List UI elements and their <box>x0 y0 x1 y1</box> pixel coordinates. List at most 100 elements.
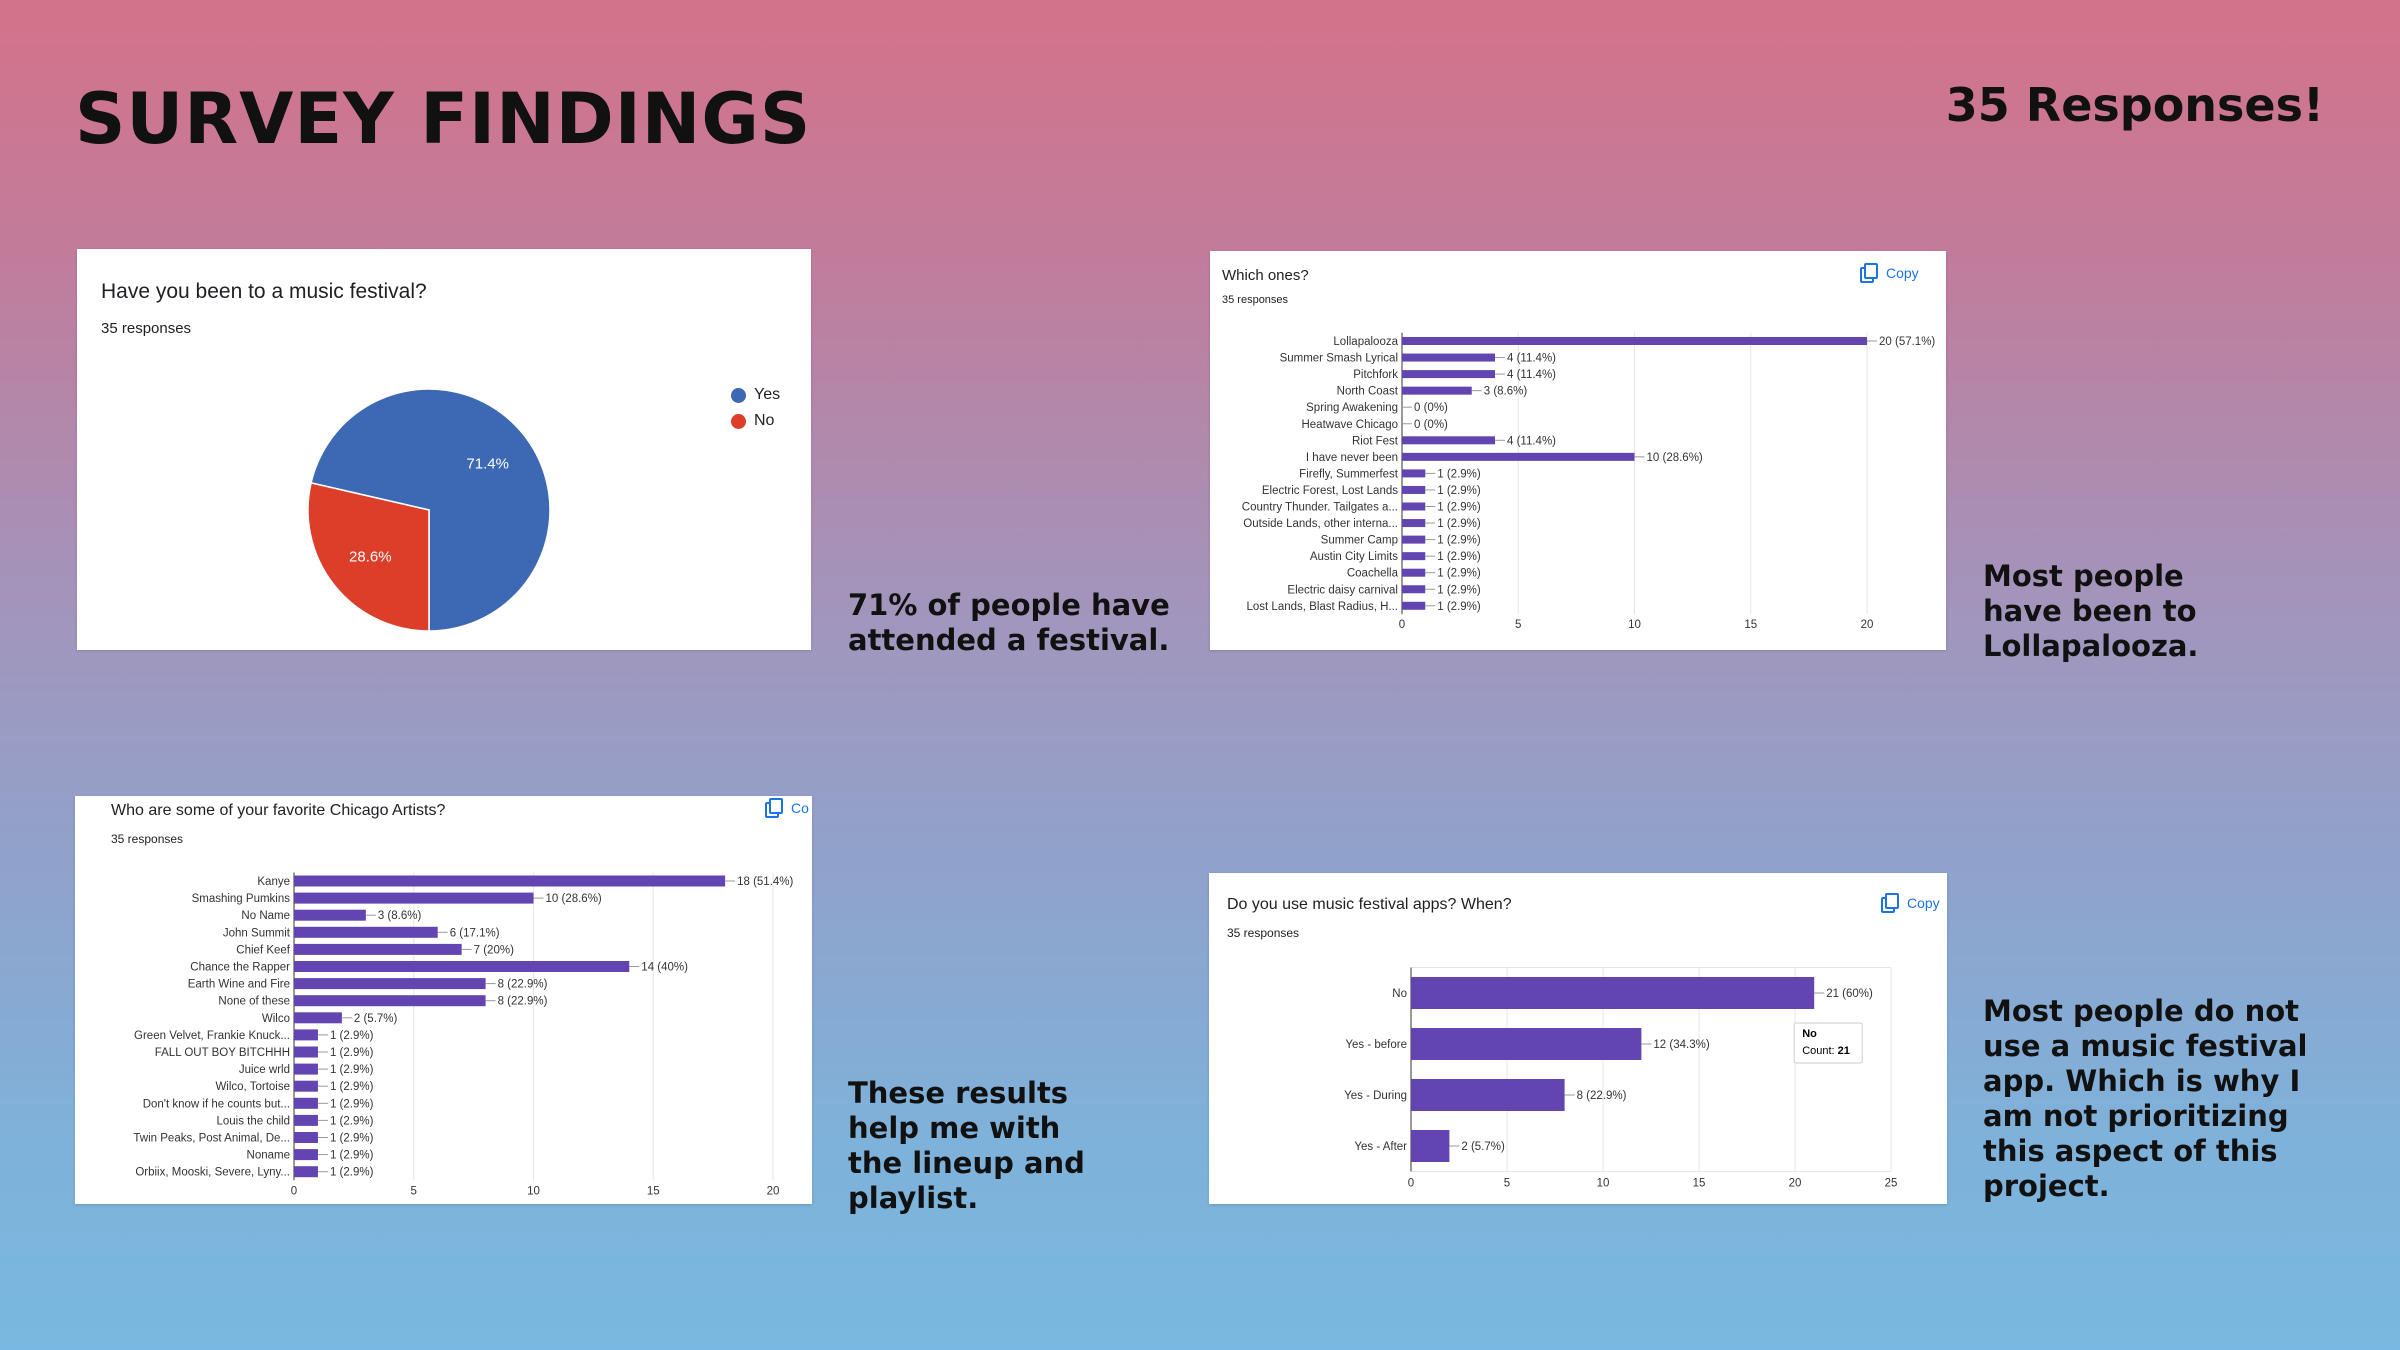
bar-smashing-pumkins <box>294 892 534 904</box>
chart-title: Do you use music festival apps? When? <box>1227 896 1512 913</box>
data-label-summer-smash-lyrical: 4 (11.4%) <box>1507 353 1556 365</box>
x-tick-label: 15 <box>647 1185 660 1197</box>
category-label-summer-camp: Summer Camp <box>1321 535 1398 547</box>
chicago-artists-card: Who are some of your favorite Chicago Ar… <box>75 796 812 1204</box>
bar-electric-forest-lost-lands <box>1402 485 1426 494</box>
data-label-austin-city-limits: 1 (2.9%) <box>1437 551 1481 563</box>
category-label-yes-after: Yes - After <box>1354 1141 1407 1153</box>
bar-austin-city-limits <box>1402 552 1426 561</box>
data-label-electric-daisy-carnival: 1 (2.9%) <box>1437 584 1481 596</box>
category-label-louis-the-child: Louis the child <box>216 1115 290 1127</box>
category-label-pitchfork: Pitchfork <box>1353 369 1398 381</box>
category-label-yes-during: Yes - During <box>1344 1090 1407 1102</box>
category-label-noname: Noname <box>247 1150 290 1162</box>
bar-outside-lands-other-interna <box>1402 519 1426 528</box>
category-label-electric-forest-lost-lands: Electric Forest, Lost Lands <box>1262 485 1398 497</box>
data-label-smashing-pumkins: 10 (28.6%) <box>546 893 602 905</box>
copy-label: Copy <box>1907 895 1940 911</box>
bar-chance-the-rapper <box>294 961 630 972</box>
x-tick-label: 20 <box>1861 619 1874 631</box>
data-label-chief-keef: 7 (20%) <box>474 944 514 956</box>
category-label-riot-fest: Riot Fest <box>1352 435 1399 447</box>
data-label-heatwave-chicago: 0 (0%) <box>1414 419 1448 431</box>
x-tick-label: 0 <box>291 1185 297 1197</box>
copy-button[interactable]: Co <box>765 798 809 818</box>
bar-lollapalooza <box>1402 337 1867 345</box>
data-label-no-name: 3 (8.6%) <box>378 910 422 922</box>
bar-firefly-summerfest <box>1402 469 1426 478</box>
bar-north-coast <box>1402 386 1472 395</box>
category-label-twin-peaks-post-animal-de: Twin Peaks, Post Animal, De... <box>133 1133 290 1145</box>
apps-note: Most people do not use a music festival … <box>1983 994 2308 1203</box>
data-label-yes-after: 2 (5.7%) <box>1461 1141 1505 1153</box>
legend-item-no: No <box>731 412 780 430</box>
category-label-country-thunder-tailgates-a: Country Thunder. Tailgates a... <box>1242 502 1398 514</box>
data-label-i-have-never-been: 10 (28.6%) <box>1647 452 1703 464</box>
data-label-orbiix-mooski-severe-lyny: 1 (2.9%) <box>330 1167 374 1179</box>
category-label-austin-city-limits: Austin City Limits <box>1310 551 1398 563</box>
chart-title: Which ones? <box>1222 267 1309 284</box>
data-label-firefly-summerfest: 1 (2.9%) <box>1437 468 1481 480</box>
bar-wilco-tortoise <box>294 1080 318 1092</box>
legend-swatch-yes <box>731 387 746 403</box>
bar-lost-lands-blast-radius-h <box>1402 601 1426 610</box>
pie-label-yes: 71.4% <box>466 455 509 472</box>
bar-summer-camp <box>1402 535 1426 544</box>
bar-juice-wrld <box>294 1063 318 1075</box>
data-label-noname: 1 (2.9%) <box>330 1150 374 1162</box>
bar-yes-before <box>1411 1028 1642 1060</box>
category-label-green-velvet-frankie-knuck: Green Velvet, Frankie Knuck... <box>134 1030 290 1042</box>
bar-electric-daisy-carnival <box>1402 585 1426 594</box>
bar-fall-out-boy-bitchhh <box>294 1046 318 1058</box>
bar-noname <box>294 1149 318 1161</box>
category-label-chance-the-rapper: Chance the Rapper <box>190 962 290 974</box>
category-label-none-of-these: None of these <box>218 996 290 1008</box>
bar-louis-the-child <box>294 1114 318 1126</box>
bar-twin-peaks-post-animal-de <box>294 1132 318 1143</box>
data-label-country-thunder-tailgates-a: 1 (2.9%) <box>1437 502 1481 514</box>
category-label-wilco: Wilco <box>262 1013 290 1025</box>
copy-label: Copy <box>1886 265 1919 281</box>
data-label-yes-during: 8 (22.9%) <box>1577 1090 1627 1102</box>
data-label-riot-fest: 4 (11.4%) <box>1507 435 1556 447</box>
chart-title: Have you been to a music festival? <box>101 280 427 303</box>
data-label-kanye: 18 (51.4%) <box>737 876 793 888</box>
lollapalooza-note: Most people have been to Lollapalooza. <box>1983 559 2199 663</box>
category-label-i-have-never-been: I have never been <box>1306 452 1398 464</box>
bar-no <box>1411 977 1815 1009</box>
category-label-chief-keef: Chief Keef <box>236 944 291 956</box>
bar-chief-keef <box>294 943 462 955</box>
bar-pitchfork <box>1402 370 1495 379</box>
tooltip-title: No <box>1802 1028 1817 1040</box>
tooltip-count: Count: 21 <box>1802 1045 1850 1057</box>
bar-chart: 0 5 10 15 20 25 No 21 (60%) Yes - before 12 (34.3… <box>1344 967 1897 1190</box>
bar-no-name <box>294 909 366 921</box>
x-tick-label: 10 <box>527 1185 540 1197</box>
bar-john-summit <box>294 926 438 938</box>
copy-button[interactable]: Copy <box>1881 893 1940 913</box>
category-label-north-coast: North Coast <box>1337 386 1399 398</box>
category-label-lollapalooza: Lollapalooza <box>1333 336 1398 348</box>
x-tick-label: 0 <box>1399 619 1405 631</box>
x-tick-label: 5 <box>411 1185 417 1197</box>
copy-button[interactable]: Copy <box>1860 263 1919 283</box>
data-label-outside-lands-other-interna: 1 (2.9%) <box>1437 518 1481 530</box>
data-label-summer-camp: 1 (2.9%) <box>1437 535 1481 547</box>
chart-subtitle: 35 responses <box>111 832 184 846</box>
pie-chart: 71.4% 28.6% <box>307 388 551 632</box>
category-label-electric-daisy-carnival: Electric daisy carnival <box>1287 584 1398 596</box>
bar-chart: 0 5 10 15 20 Lollapalooza 20 (57.1%) Summer Sma… <box>1242 332 1935 631</box>
data-label-coachella: 1 (2.9%) <box>1437 568 1481 580</box>
data-label-none-of-these: 8 (22.9%) <box>498 996 548 1008</box>
chart-title: Who are some of your favorite Chicago Ar… <box>111 802 446 819</box>
bar-riot-fest <box>1402 436 1495 445</box>
pie-slice-yes <box>310 388 551 632</box>
data-label-pitchfork: 4 (11.4%) <box>1507 369 1556 381</box>
pie-legend: Yes No <box>731 386 780 438</box>
data-label-north-coast: 3 (8.6%) <box>1484 386 1528 398</box>
bar-i-have-never-been <box>1402 452 1635 461</box>
category-label-smashing-pumkins: Smashing Pumkins <box>192 893 291 905</box>
copy-icon <box>1860 263 1878 283</box>
category-label-outside-lands-other-interna: Outside Lands, other interna... <box>1243 518 1398 530</box>
data-label-yes-before: 12 (34.3%) <box>1653 1039 1709 1051</box>
